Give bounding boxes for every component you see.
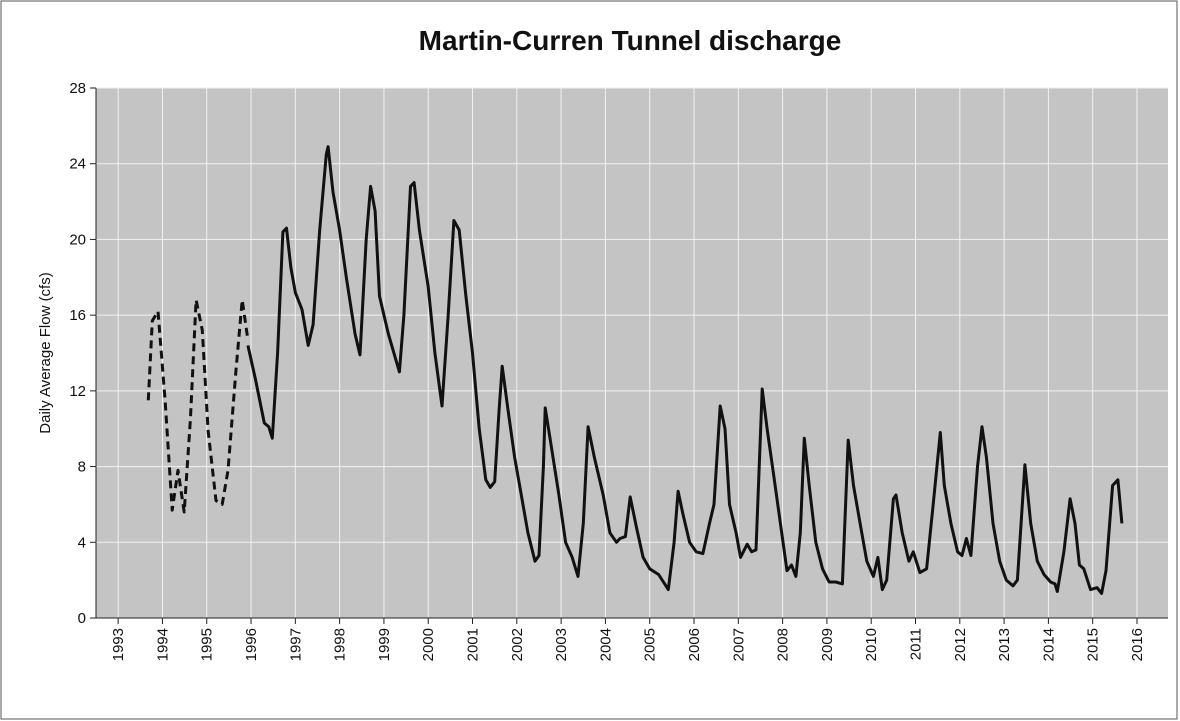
x-tick-label: 2005 [642, 628, 659, 661]
x-tick-label: 2008 [775, 628, 792, 661]
x-tick-label: 2002 [509, 628, 526, 661]
x-tick-label: 2014 [1040, 628, 1057, 661]
y-axis-label: Daily Average Flow (cfs) [37, 272, 54, 433]
x-tick-label: 1997 [287, 628, 304, 661]
y-tick-label: 28 [69, 80, 86, 97]
x-tick-label: 2004 [597, 628, 614, 661]
y-tick-label: 0 [78, 610, 86, 627]
plot-area [96, 88, 1168, 618]
x-tick-label: 2000 [420, 628, 437, 661]
x-tick-label: 2010 [863, 628, 880, 661]
data-line [246, 145, 1124, 595]
x-tick-label: 1993 [110, 628, 127, 661]
data-line [146, 298, 250, 514]
x-tick-label: 1999 [376, 628, 393, 661]
x-tick-label: 1995 [199, 628, 216, 661]
y-tick-label: 16 [69, 307, 86, 324]
x-tick-label: 2009 [819, 628, 836, 661]
chart-title: Martin-Curren Tunnel discharge [419, 25, 842, 56]
x-tick-label: 2013 [996, 628, 1013, 661]
x-tick-label: 2016 [1129, 628, 1146, 661]
x-tick-label: 2007 [730, 628, 747, 661]
x-tick-label: 2011 [908, 628, 925, 660]
x-tick-label: 2003 [553, 628, 570, 661]
y-tick-label: 12 [69, 383, 86, 400]
x-tick-label: 2012 [952, 628, 969, 661]
x-tick-label: 2001 [465, 628, 482, 661]
x-tick-label: 2015 [1085, 628, 1102, 661]
y-tick-label: 20 [69, 231, 86, 248]
x-tick-label: 1996 [243, 628, 260, 661]
y-tick-label: 8 [78, 459, 86, 476]
y-tick-label: 24 [69, 156, 86, 173]
x-tick-label: 1998 [332, 628, 349, 661]
x-tick-label: 1994 [154, 628, 171, 661]
x-tick-label: 2006 [686, 628, 703, 661]
y-tick-label: 4 [78, 534, 86, 551]
